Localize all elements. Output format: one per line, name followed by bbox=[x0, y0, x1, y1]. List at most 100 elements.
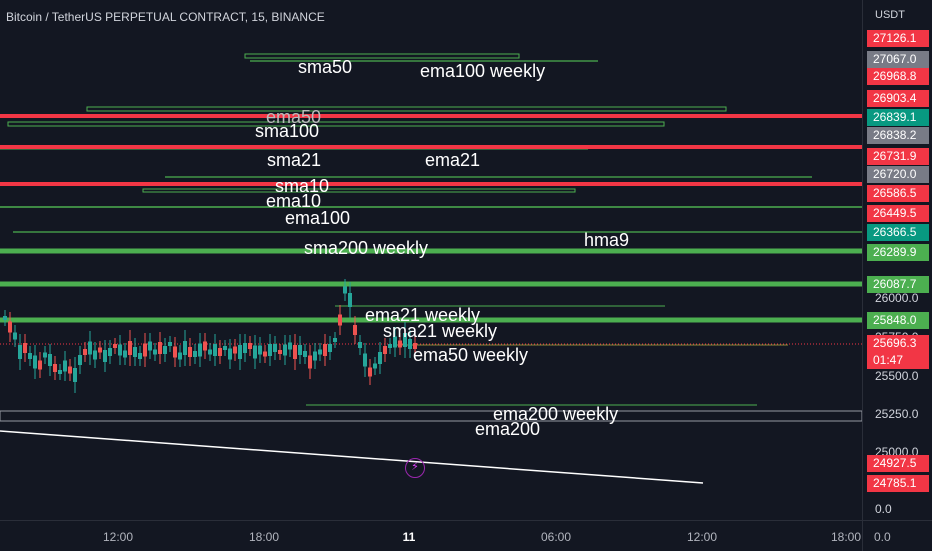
candle-body bbox=[408, 339, 412, 349]
price-tag: 26289.9 bbox=[867, 244, 929, 261]
label-ema21: ema21 bbox=[425, 150, 481, 170]
candle-body bbox=[348, 293, 352, 307]
time-label: 06:00 bbox=[540, 530, 572, 544]
candle-body bbox=[383, 346, 387, 354]
candle-body bbox=[153, 349, 157, 355]
label-sma21-weekly: sma21 weekly bbox=[383, 321, 498, 341]
candle-body bbox=[238, 345, 242, 359]
candle-body bbox=[308, 355, 312, 369]
candle-body bbox=[163, 346, 167, 354]
level-lines bbox=[0, 53, 862, 484]
label-ema50: ema50 bbox=[266, 107, 322, 127]
candle-body bbox=[148, 341, 152, 351]
candle-body bbox=[78, 355, 82, 365]
price-tag: 26839.1 bbox=[867, 109, 929, 126]
price-tag: 26838.2 bbox=[867, 127, 929, 144]
candle-body bbox=[108, 348, 112, 356]
candle-body bbox=[368, 367, 372, 377]
level-box-ema50 bbox=[86, 106, 727, 112]
candle-body bbox=[323, 344, 327, 356]
candle-body bbox=[293, 345, 297, 359]
candle-body bbox=[53, 364, 57, 372]
candle-body bbox=[113, 344, 117, 348]
level-box-sma50 bbox=[244, 53, 520, 59]
price-tag: 27126.1 bbox=[867, 30, 929, 47]
candle-body bbox=[43, 352, 47, 358]
label-ema21-weekly: ema21 weekly bbox=[365, 305, 481, 325]
price-tag: 26087.7 bbox=[867, 276, 929, 293]
candle-body bbox=[378, 352, 382, 364]
candle-body bbox=[283, 344, 287, 356]
candle-body bbox=[143, 343, 147, 357]
candle-body bbox=[228, 348, 232, 360]
candle-body bbox=[68, 366, 72, 374]
candle-body bbox=[338, 314, 342, 326]
candle-body bbox=[73, 368, 77, 382]
axis-tick: 25500.0 bbox=[875, 369, 919, 383]
candle-body bbox=[93, 350, 97, 360]
candle-body bbox=[193, 351, 197, 357]
chart-area[interactable]: Bitcoin / TetherUS PERPETUAL CONTRACT, 1… bbox=[0, 0, 862, 520]
candle-body bbox=[183, 341, 187, 355]
candle-body bbox=[333, 338, 337, 342]
lightning-icon[interactable]: ⚡ bbox=[405, 458, 425, 478]
time-axis[interactable]: 12:00 18:00 11 06:00 12:00 18:00 bbox=[0, 520, 862, 551]
label-sma100: sma100 bbox=[255, 121, 320, 141]
price-axis[interactable]: USDT 26000.0 25750.0 25500.0 25250.0 250… bbox=[862, 0, 932, 520]
candle-body bbox=[343, 286, 347, 294]
label-ema10: ema10 bbox=[266, 191, 322, 211]
candle-body bbox=[63, 360, 67, 372]
chart-canvas[interactable] bbox=[0, 0, 862, 520]
price-tag: 26366.5 bbox=[867, 224, 929, 241]
axis-tick: 25250.0 bbox=[875, 407, 919, 421]
price-tag: 27067.0 bbox=[867, 51, 929, 68]
trend-line bbox=[0, 430, 704, 484]
candle-body bbox=[248, 343, 252, 349]
label-sma200-weekly: sma200 weekly bbox=[304, 238, 429, 258]
price-tag: 26449.5 bbox=[867, 205, 929, 222]
axis-corner: 0.0 bbox=[862, 520, 932, 551]
time-label: 11 bbox=[402, 530, 416, 544]
price-tag: 25848.0 bbox=[867, 312, 929, 329]
time-label: 18:00 bbox=[830, 530, 862, 544]
candle-body bbox=[388, 344, 392, 348]
candle-body bbox=[263, 351, 267, 357]
candle-body bbox=[213, 344, 217, 356]
price-tag: 01:47 bbox=[867, 352, 929, 369]
time-label: 12:00 bbox=[102, 530, 134, 544]
candle-body bbox=[13, 332, 17, 340]
candle-body bbox=[328, 344, 332, 352]
candle-body bbox=[203, 341, 207, 351]
label-ema100: ema100 bbox=[285, 208, 351, 228]
label-sma21: sma21 bbox=[267, 150, 322, 170]
axis-tick: 26000.0 bbox=[875, 291, 919, 305]
price-tag: 24927.5 bbox=[867, 455, 929, 472]
candle-body bbox=[233, 346, 237, 354]
candle-body bbox=[158, 342, 162, 354]
label-ema50-weekly: ema50 weekly bbox=[413, 345, 529, 365]
candle-body bbox=[413, 343, 417, 349]
price-tag: 26731.9 bbox=[867, 148, 929, 165]
candle-body bbox=[103, 350, 107, 362]
level-box-sma100 bbox=[7, 121, 665, 127]
candle-body bbox=[178, 352, 182, 360]
price-tag: 26720.0 bbox=[867, 166, 929, 183]
label-sma50: sma50 bbox=[298, 57, 353, 77]
candle-body bbox=[28, 353, 32, 359]
label-ema200-weekly: ema200 weekly bbox=[493, 404, 619, 424]
time-label: 12:00 bbox=[686, 530, 718, 544]
candle-body bbox=[98, 347, 102, 353]
candle-body bbox=[198, 343, 202, 357]
candle-body bbox=[23, 343, 27, 353]
candle-body bbox=[318, 349, 322, 355]
candle-body bbox=[138, 353, 142, 359]
price-tag: 26586.5 bbox=[867, 185, 929, 202]
candle-body bbox=[168, 342, 172, 346]
candle-body bbox=[3, 316, 7, 320]
candle-body bbox=[18, 345, 22, 359]
candle-body bbox=[218, 348, 222, 356]
candle-body bbox=[298, 345, 302, 355]
axis-currency: USDT bbox=[875, 9, 905, 21]
candle-body bbox=[258, 345, 262, 355]
candle-body bbox=[398, 340, 402, 348]
